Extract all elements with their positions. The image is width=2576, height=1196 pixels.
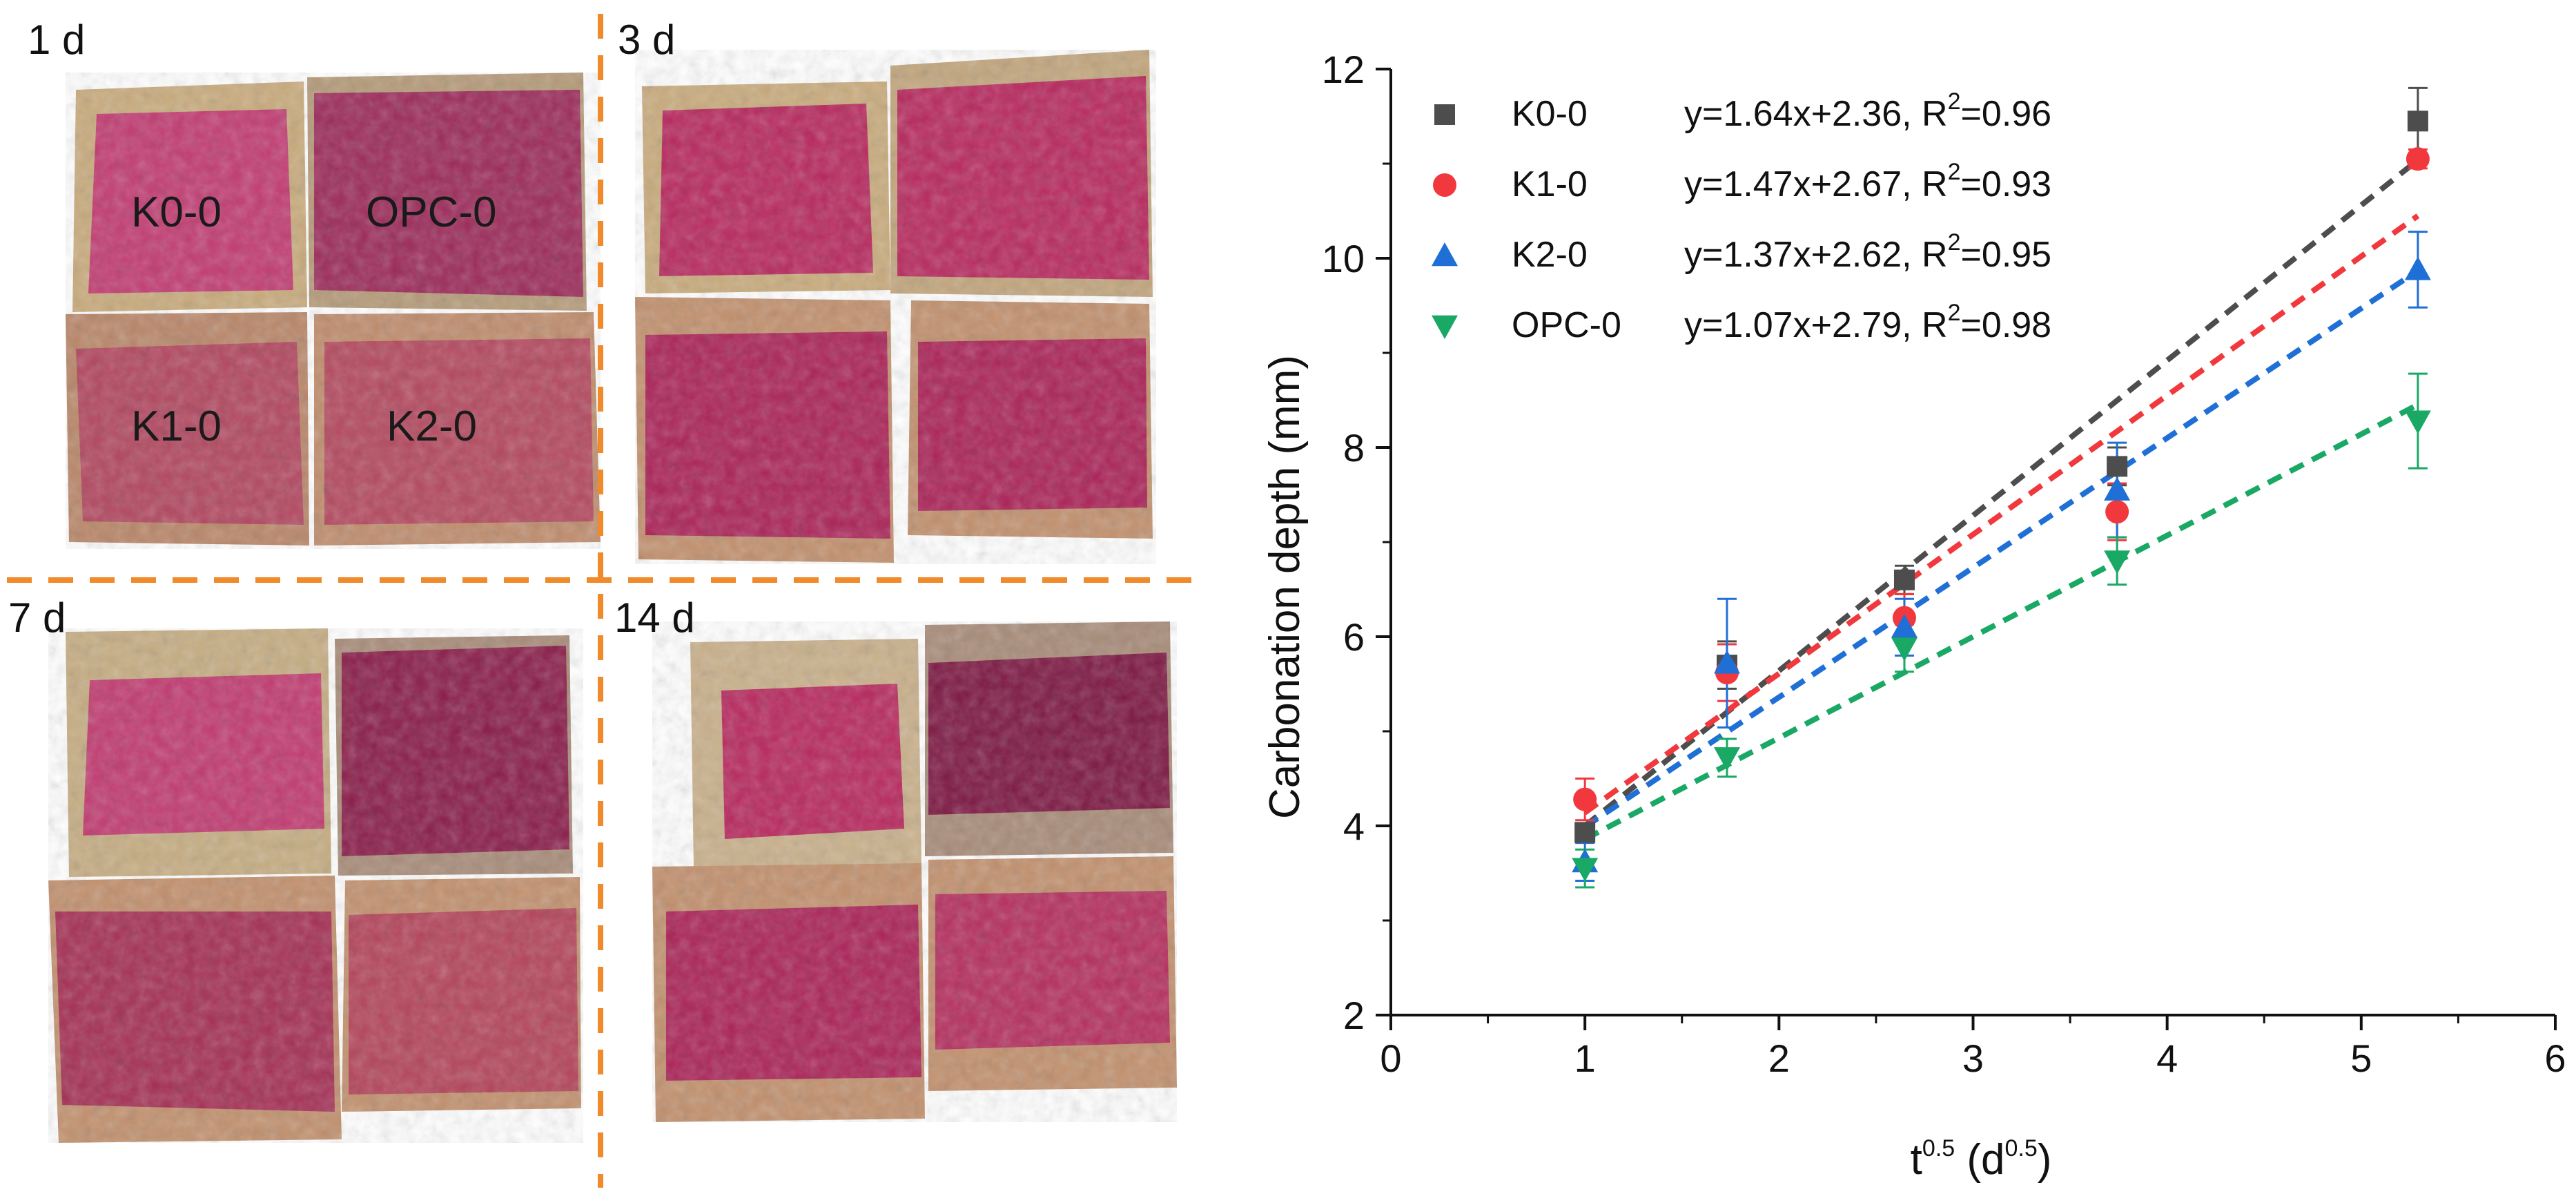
panel-label-3d: 3 d [618, 17, 675, 63]
data-point-opc-0 [2404, 410, 2431, 434]
fit-line-k0-0 [1583, 157, 2420, 829]
photo-panel-1d [66, 73, 601, 549]
data-point-k2-0 [2104, 476, 2131, 501]
sample-label-k2-0: K2-0 [387, 403, 477, 450]
fit-equation-text: y=1.64x+2.36, R [1684, 94, 1948, 134]
legend-marker-k1-0 [1433, 173, 1456, 197]
legend-label-opc-0: OPC-0 [1512, 305, 1621, 345]
x-axis-title-unit: (d [1955, 1136, 2004, 1184]
y-axis-title: Carbonation depth (mm) [1261, 355, 1309, 819]
panel-label-1d: 1 d [28, 17, 85, 63]
y-tick-label: 12 [1322, 48, 1365, 91]
sample-label-k0-0: K0-0 [131, 189, 222, 236]
data-point-opc-0 [2104, 550, 2131, 575]
fit-equation-opc-0: y=1.07x+2.79, R2=0.98 [1684, 300, 2051, 345]
sample-label-k1-0: K1-0 [131, 403, 222, 450]
fit-line-opc-0 [1583, 402, 2419, 842]
fit-equation-r2-exponent: 2 [1948, 229, 1961, 255]
fit-equation-text: y=1.47x+2.67, R [1684, 164, 1948, 204]
x-axis-title-base: t [1911, 1136, 1922, 1184]
fit-equation-r2-value: =0.95 [1961, 235, 2052, 275]
data-point-opc-0 [1891, 637, 1918, 662]
specimen-photo-grid: 1 d 3 d 7 d 14 d K0-0 OPC-0 K1-0 K2-0 [7, 14, 1201, 1188]
fit-equation-r2-exponent: 2 [1948, 300, 1961, 326]
fit-equation-k0-0: y=1.64x+2.36, R2=0.96 [1684, 88, 2051, 134]
y-tick-label: 2 [1343, 994, 1365, 1037]
sample-label-opc-0: OPC-0 [366, 189, 496, 236]
y-tick-label: 10 [1322, 237, 1365, 280]
data-point-k1-0 [2406, 147, 2430, 171]
y-tick-label: 8 [1343, 426, 1365, 470]
fit-equation-k1-0: y=1.47x+2.67, R2=0.93 [1684, 159, 2051, 204]
fit-equation-r2-exponent: 2 [1948, 159, 1961, 185]
legend-marker-opc-0 [1432, 315, 1458, 339]
panel-label-14d: 14 d [614, 595, 695, 641]
data-point-k2-0 [1891, 614, 1918, 638]
y-tick-label: 4 [1343, 804, 1365, 848]
legend-marker-k2-0 [1432, 242, 1458, 267]
data-point-k0-0 [1893, 569, 1915, 590]
photo-grain [66, 73, 601, 549]
data-point-k0-0 [2107, 456, 2128, 477]
x-axis-title-unit-close: ) [2038, 1136, 2052, 1184]
data-point-k2-0 [1713, 650, 1740, 674]
photo-panel-14d [652, 621, 1177, 1122]
x-axis-title-unit-exponent: 0.5 [2004, 1135, 2037, 1161]
fit-equation-k2-0: y=1.37x+2.62, R2=0.95 [1684, 229, 2051, 275]
photo-panel-3d [635, 50, 1156, 564]
data-point-opc-0 [1572, 858, 1599, 882]
chart-axes [1376, 68, 2557, 1030]
photo-panel-7d [48, 628, 583, 1143]
data-point-k0-0 [1574, 822, 1596, 843]
photo-grain [48, 628, 583, 1143]
error-bars [1575, 86, 2428, 889]
legend-label-k0-0: K0-0 [1512, 94, 1588, 134]
legend-marker-k0-0 [1434, 104, 1455, 125]
x-tick-label: 2 [1768, 1036, 1790, 1080]
data-point-k2-0 [2404, 256, 2431, 280]
data-point-k1-0 [2105, 500, 2129, 524]
x-axis-title-exponent: 0.5 [1922, 1135, 1955, 1161]
x-tick-label: 3 [1962, 1036, 1984, 1080]
fit-equation-r2-value: =0.96 [1961, 94, 2052, 134]
legend-label-k2-0: K2-0 [1512, 235, 1588, 275]
fit-equation-r2-exponent: 2 [1948, 88, 1961, 115]
fit-equation-r2-value: =0.93 [1961, 164, 2052, 204]
data-markers [1572, 110, 2431, 882]
fit-line-k2-0 [1583, 268, 2420, 829]
x-tick-label: 0 [1380, 1036, 1401, 1080]
fit-line-k1-0 [1583, 213, 2420, 816]
fit-lines [1583, 157, 2420, 842]
legend-label-k1-0: K1-0 [1512, 164, 1588, 204]
data-point-opc-0 [1713, 747, 1740, 771]
fit-equation-text: y=1.07x+2.79, R [1684, 305, 1948, 345]
photo-grain [652, 621, 1177, 1122]
x-tick-label: 5 [2350, 1036, 2372, 1080]
panel-label-7d: 7 d [8, 595, 66, 641]
y-tick-label: 6 [1343, 615, 1365, 659]
x-tick-label: 4 [2156, 1036, 2178, 1080]
fit-equation-r2-value: =0.98 [1961, 305, 2052, 345]
x-axis-title: t0.5 (d0.5) [1911, 1135, 2052, 1184]
fit-equation-text: y=1.37x+2.62, R [1684, 235, 1948, 275]
data-point-k0-0 [2407, 110, 2428, 132]
x-tick-label: 1 [1574, 1036, 1596, 1080]
photo-grain [635, 50, 1156, 564]
data-point-k1-0 [1573, 787, 1597, 811]
x-tick-label: 6 [2544, 1036, 2566, 1080]
